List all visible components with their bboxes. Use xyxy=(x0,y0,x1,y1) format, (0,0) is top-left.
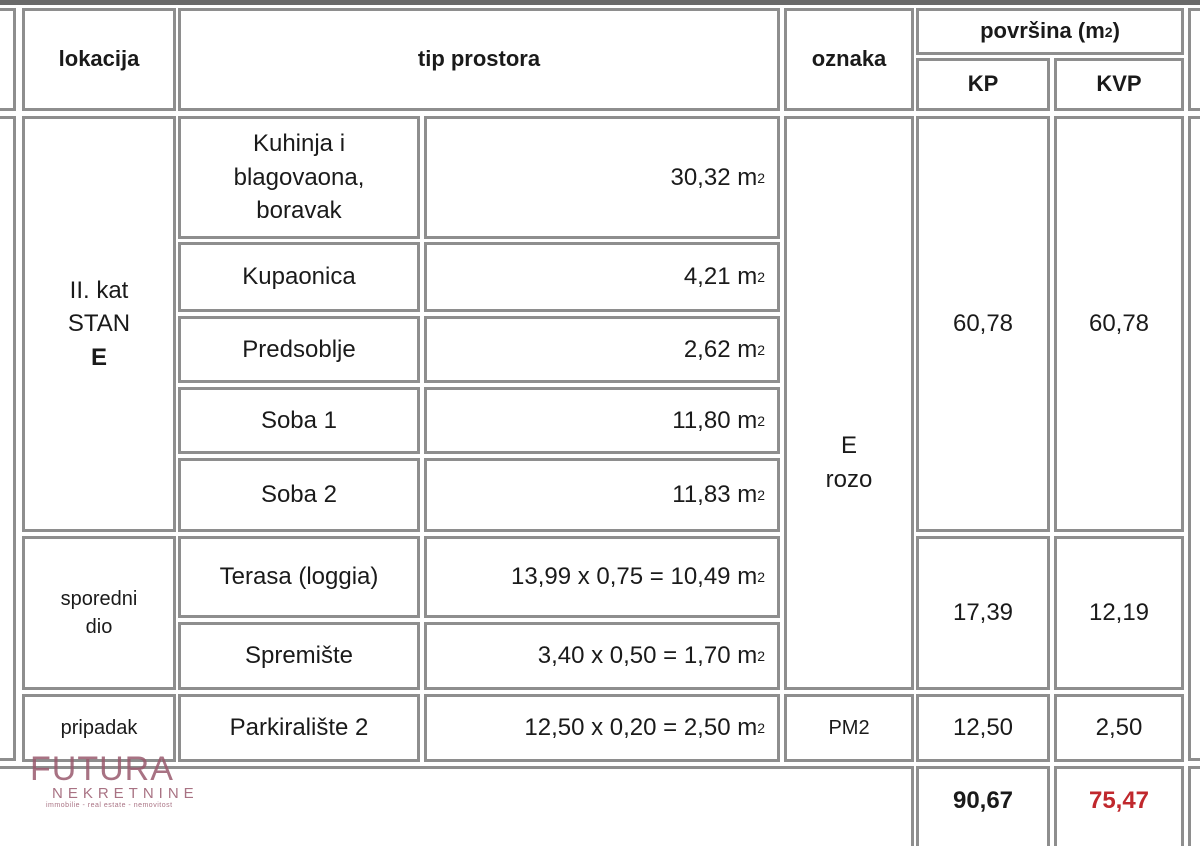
stub-cell xyxy=(1188,8,1200,111)
logo-name: FUTURA xyxy=(30,750,174,788)
oznaka-color: rozo xyxy=(825,466,873,493)
header-povrsina: površina (m 2) xyxy=(916,8,1184,55)
total-label-cell xyxy=(0,766,914,846)
room-area-value: 11,83 m xyxy=(672,481,758,509)
location-sporedni: sporedni dio xyxy=(22,536,176,690)
header-oznaka: oznaka xyxy=(784,8,914,111)
location-stan: II. kat STAN E xyxy=(22,116,176,532)
room-name: Kupaonica xyxy=(178,242,420,312)
header-kvp: KVP xyxy=(1054,58,1184,111)
stan-letter: E xyxy=(90,343,107,371)
room-name: Parkiralište 2 xyxy=(178,694,420,762)
header-povrsina-text: površina (m xyxy=(980,18,1105,44)
room-name: Terasa (loggia) xyxy=(178,536,420,618)
header-lokacija: lokacija xyxy=(22,8,176,111)
stub-cell xyxy=(1188,116,1200,761)
pripadak-kvp: 2,50 xyxy=(1054,694,1184,762)
total-kvp: 75,47 xyxy=(1054,766,1184,846)
oznaka-parking: PM2 xyxy=(784,694,914,762)
header-kp: KP xyxy=(916,58,1050,111)
total-kp: 90,67 xyxy=(916,766,1050,846)
stan-kvp: 60,78 xyxy=(1054,116,1184,532)
room-name: Soba 2 xyxy=(178,458,420,532)
room-area-value: 12,50 x 0,20 = 2,50 m xyxy=(524,714,758,742)
room-area-value: 13,99 x 0,75 = 10,49 m xyxy=(511,563,758,591)
stan-label: STAN xyxy=(67,310,131,338)
sporedni-kp: 17,39 xyxy=(916,536,1050,690)
room-area-value: 4,21 m xyxy=(683,263,758,291)
stub-cell xyxy=(0,116,16,761)
stub-cell xyxy=(0,8,16,111)
room-area-value: 2,62 m xyxy=(683,335,758,363)
futura-logo: FUTURA NEKRETNINE immobilie - real estat… xyxy=(22,750,199,812)
room-name: Kuhinja i blagovaona, boravak xyxy=(178,116,420,239)
header-tip-prostora: tip prostora xyxy=(178,8,780,111)
stan-floor: II. kat xyxy=(69,276,129,304)
room-area-value: 3,40 x 0,50 = 1,70 m xyxy=(537,642,758,670)
sporedni-kvp: 12,19 xyxy=(1054,536,1184,690)
room-name: Spremište xyxy=(178,622,420,690)
location-pripadak: pripadak xyxy=(22,694,176,762)
sporedni-line1: sporedni xyxy=(60,588,138,610)
room-area-value: 30,32 m xyxy=(670,163,758,191)
room-area-value: 11,80 m xyxy=(672,406,758,434)
room-name: Predsoblje xyxy=(178,316,420,383)
logo-tagline: immobilie - real estate - nemovitost xyxy=(46,802,173,809)
oznaka-letter: E xyxy=(840,432,857,460)
logo-sub: NEKRETNINE xyxy=(52,785,199,802)
paren: ) xyxy=(1112,18,1120,44)
stan-kp: 60,78 xyxy=(916,116,1050,532)
pripadak-kp: 12,50 xyxy=(916,694,1050,762)
table-top-border xyxy=(0,0,1200,5)
stub-cell xyxy=(1188,766,1200,846)
oznaka-stan: E rozo xyxy=(784,116,914,690)
sporedni-line2: dio xyxy=(85,616,113,638)
room-name: Soba 1 xyxy=(178,387,420,454)
